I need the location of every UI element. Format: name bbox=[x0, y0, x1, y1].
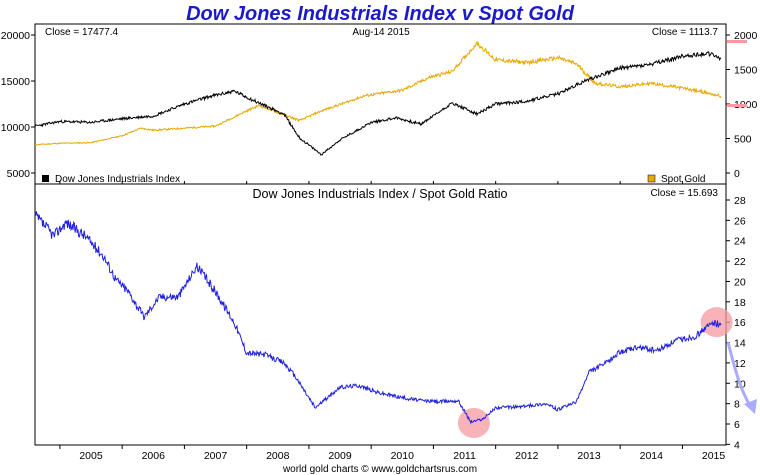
gold-tick-label-1: 500 bbox=[734, 134, 752, 146]
legend-gold-label: Spot Gold bbox=[661, 174, 705, 185]
x-axis: 2005 2006 2007 2008 2009 2010 2011 2012 2013 2014… bbox=[59, 181, 726, 462]
x-tick-label-5: 2010 bbox=[391, 450, 415, 462]
chart-title: Dow Jones Industrials Index v Spot Gold bbox=[186, 3, 575, 25]
x-tick-label-9: 2014 bbox=[640, 450, 664, 462]
ratio-tick-label-12: 28 bbox=[734, 195, 746, 207]
gold-tick-label-4: 2000 bbox=[734, 30, 758, 42]
ratio-tick-label-10: 24 bbox=[734, 236, 746, 248]
ratio-tick-label-2: 8 bbox=[734, 399, 740, 411]
highlight-markers bbox=[457, 307, 733, 438]
ratio-title: Dow Jones Industrials Index / Spot Gold … bbox=[253, 187, 508, 201]
legend-gold-swatch bbox=[647, 174, 656, 183]
gold-tick-label-3: 1500 bbox=[734, 65, 758, 77]
x-tick-label-1: 2006 bbox=[142, 450, 166, 462]
ratio-series-line bbox=[34, 211, 722, 425]
legend-dow-label: Dow Jones Industrials Index bbox=[55, 174, 180, 185]
bottom-panel-frame bbox=[34, 183, 727, 446]
ratio-close-label: Close = 15.693 bbox=[650, 188, 718, 199]
ratio-tick-label-7: 18 bbox=[734, 297, 746, 309]
top-right-axis: 0500100015002000 bbox=[726, 30, 758, 180]
top-left-axis: 5000 10000 15000 20000 bbox=[1, 30, 35, 180]
gold-tick-label-0: 0 bbox=[734, 168, 740, 180]
x-tick-label-6: 2011 bbox=[453, 450, 476, 462]
ratio-tick-label-1: 6 bbox=[734, 419, 740, 431]
x-tick-label-8: 2013 bbox=[577, 450, 601, 462]
x-tick-label-2: 2007 bbox=[204, 450, 228, 462]
highlight-circle-0 bbox=[457, 407, 490, 438]
highlight-circle-1 bbox=[700, 307, 733, 338]
left-tick-label-0: 5000 bbox=[7, 168, 31, 180]
x-tick-label-7: 2012 bbox=[515, 450, 539, 462]
x-tick-label-3: 2008 bbox=[266, 450, 290, 462]
trend-arrow-shaft bbox=[726, 341, 754, 409]
gold-series-line bbox=[34, 41, 722, 146]
gold-current-marker bbox=[727, 104, 747, 107]
ratio-tick-label-6: 16 bbox=[734, 317, 746, 329]
ratio-tick-label-11: 26 bbox=[734, 215, 746, 227]
ratio-tick-label-4: 12 bbox=[734, 358, 746, 370]
dow-close-label: Close = 17477.4 bbox=[45, 27, 119, 38]
ratio-tick-label-8: 20 bbox=[734, 276, 746, 288]
trend-arrow-head bbox=[744, 399, 757, 414]
ratio-tick-label-9: 22 bbox=[734, 256, 746, 268]
footer-credit: world gold charts © www.goldchartsrus.co… bbox=[282, 464, 477, 475]
left-tick-label-1: 10000 bbox=[1, 122, 30, 134]
x-tick-label-4: 2009 bbox=[328, 450, 352, 462]
x-tick-label-0: 2005 bbox=[79, 450, 103, 462]
ratio-tick-label-5: 14 bbox=[734, 338, 746, 350]
gold-close-label: Close = 1113.7 bbox=[652, 27, 719, 38]
legend-dow-swatch bbox=[42, 175, 49, 182]
left-tick-label-3: 20000 bbox=[1, 30, 30, 42]
top-panel-frame bbox=[34, 23, 727, 185]
series-lines bbox=[34, 41, 722, 425]
dow-series-line bbox=[34, 51, 722, 156]
left-tick-label-2: 15000 bbox=[1, 76, 30, 88]
gold-peak-marker bbox=[727, 40, 747, 43]
ratio-tick-label-0: 4 bbox=[734, 439, 740, 451]
date-label: Aug-14 2015 bbox=[352, 27, 410, 38]
x-tick-label-10: 2015 bbox=[702, 450, 726, 462]
